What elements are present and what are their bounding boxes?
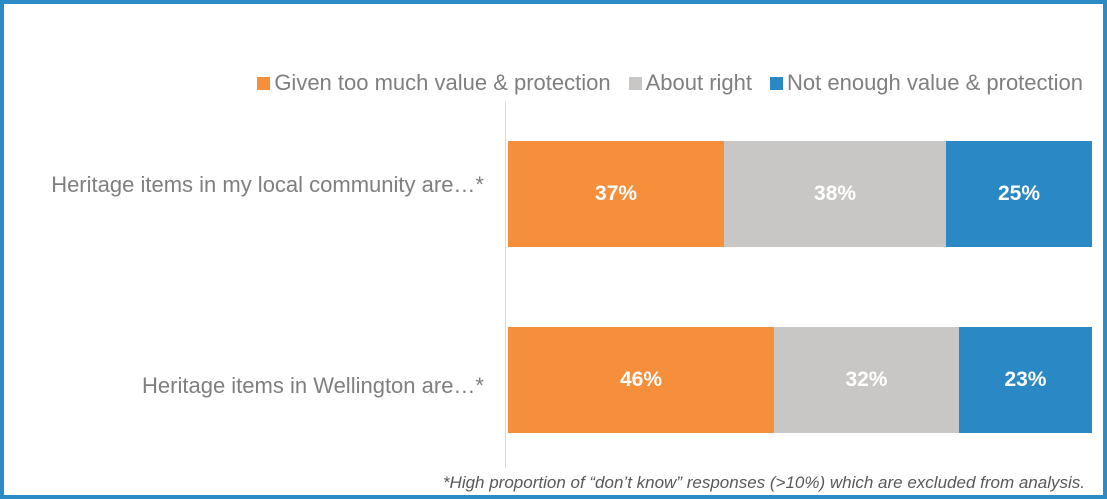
bar-segment-too-much: 37% [508, 141, 725, 247]
bar-segment-not-enough: 25% [945, 141, 1092, 247]
chart-legend: Given too much value & protection About … [257, 70, 1083, 96]
bar-row-local: 37% 38% 25% [508, 141, 1092, 247]
bar-value-label: 23% [1004, 368, 1047, 391]
legend-swatch-too-much [257, 76, 271, 90]
bar-value-label: 32% [845, 368, 888, 391]
legend-item-too-much: Given too much value & protection [257, 70, 611, 96]
bar-value-label: 25% [997, 182, 1040, 205]
bar-segment-too-much: 46% [508, 327, 774, 433]
chart-footnote: *High proportion of “don’t know” respons… [442, 473, 1085, 492]
category-axis-line [505, 102, 506, 468]
legend-item-about-right: About right [628, 70, 753, 96]
legend-label-about-right: About right [645, 70, 753, 95]
bar-value-label: 37% [595, 182, 638, 205]
bar-value-label: 38% [814, 182, 857, 205]
legend-label-not-enough: Not enough value & protection [787, 70, 1083, 95]
bar-segment-about-right: 38% [724, 141, 946, 247]
legend-swatch-about-right [628, 76, 642, 90]
category-label-local: Heritage items in my local community are… [51, 172, 484, 197]
legend-swatch-not-enough [770, 76, 784, 90]
bar-segment-not-enough: 23% [958, 327, 1092, 433]
legend-item-not-enough: Not enough value & protection [770, 70, 1083, 96]
bar-value-label: 46% [619, 368, 662, 391]
category-label-wellington: Heritage items in Wellington are…* [142, 373, 484, 398]
legend-label-too-much: Given too much value & protection [274, 70, 611, 95]
bar-row-wellington: 46% 32% 23% [508, 327, 1092, 433]
bar-segment-about-right: 32% [773, 327, 959, 433]
